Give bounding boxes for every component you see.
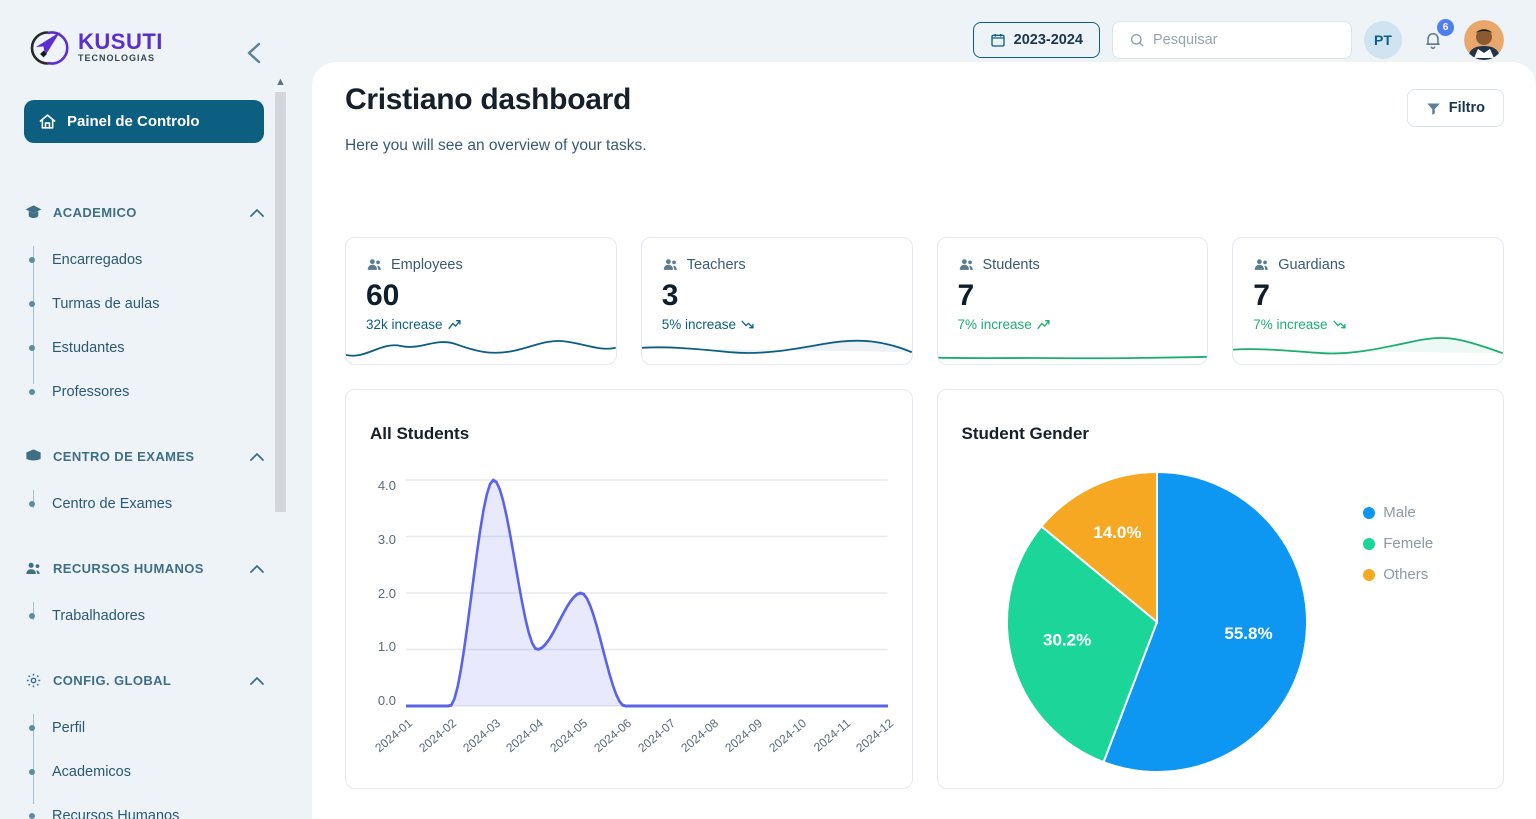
svg-text:30.2%: 30.2% — [1043, 631, 1091, 650]
svg-text:55.8%: 55.8% — [1225, 624, 1273, 643]
svg-text:14.0%: 14.0% — [1094, 523, 1142, 542]
